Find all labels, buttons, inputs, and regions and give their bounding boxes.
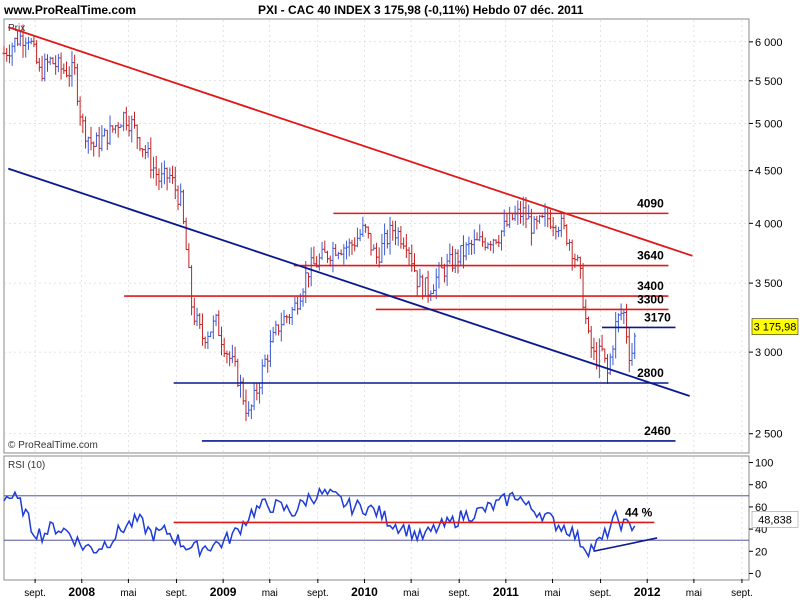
site-name[interactable]: www.ProRealTime.com <box>3 3 136 17</box>
axis-labels: 2 500 3 000 3 500 4 000 4 500 5 000 5 500 6 000… <box>24 37 782 599</box>
time-tick-label: 2008 <box>68 585 95 599</box>
level-label: 3640 <box>637 249 664 263</box>
time-tick-label: mai <box>403 588 419 599</box>
rsi-panel-frame <box>3 455 750 581</box>
last-rsi-value: 48,838 <box>758 514 792 526</box>
price-panel-frame <box>3 18 750 454</box>
price-tick-label: 3 000 <box>755 347 783 359</box>
rsi-line <box>3 486 636 559</box>
level-label: 2800 <box>637 366 664 380</box>
level-label: 2460 <box>644 424 671 438</box>
price-tick-label: 6 000 <box>755 37 783 49</box>
price-panel-label: Prix <box>8 23 25 34</box>
rsi-tick-label: 100 <box>755 458 773 470</box>
time-tick-label: 2009 <box>210 585 237 599</box>
last-price-value: 3 175,98 <box>754 322 797 334</box>
watermark: © ProRealTime.com <box>8 440 98 451</box>
trendline <box>7 26 693 257</box>
level-label: 3400 <box>637 279 664 293</box>
rsi-tick-label: 0 <box>755 568 761 580</box>
level-label: 3170 <box>644 310 671 324</box>
price-tick-label: 4 500 <box>755 166 783 178</box>
rsi-series <box>3 486 749 559</box>
price-tick-label: 5 000 <box>755 118 783 130</box>
time-tick-label: mai <box>544 588 560 599</box>
time-tick-label: mai <box>262 588 278 599</box>
grid-lines <box>4 20 749 579</box>
rsi-tick-label: 60 <box>755 502 767 514</box>
rsi-level-label: 44 % <box>625 505 653 519</box>
time-tick-label: 2012 <box>634 585 661 599</box>
time-tick-label: mai <box>120 588 136 599</box>
time-tick-label: mai <box>686 588 702 599</box>
time-tick-label: 2010 <box>351 585 378 599</box>
chart-title: PXI - CAC 40 INDEX 3 175,98 (-0,11%) Heb… <box>258 3 584 17</box>
level-label: 4090 <box>637 196 664 210</box>
time-tick-label: sept. <box>590 588 612 599</box>
last-price-badge: 3 175,98 <box>751 318 799 335</box>
rsi-tick-label: 80 <box>755 480 767 492</box>
price-tick-label: 3 500 <box>755 278 783 290</box>
price-tick-label: 2 500 <box>755 429 783 441</box>
trendline <box>7 167 690 397</box>
level-label: 3300 <box>637 292 664 306</box>
time-tick-label: sept. <box>448 588 470 599</box>
price-tick-label: 5 500 <box>755 76 783 88</box>
rsi-tick-label: 20 <box>755 546 767 558</box>
rsi-panel-label: RSI (10) <box>8 460 45 471</box>
time-tick-label: sept. <box>307 588 329 599</box>
last-rsi-badge: 48,838 <box>751 511 799 528</box>
rsi-trendline <box>593 537 658 553</box>
time-tick-label: sept. <box>24 588 46 599</box>
price-tick-label: 4 000 <box>755 218 783 230</box>
price-candles <box>2 24 637 422</box>
time-tick-label: sept. <box>731 588 753 599</box>
time-tick-label: 2011 <box>493 585 519 599</box>
time-tick-label: sept. <box>166 588 188 599</box>
